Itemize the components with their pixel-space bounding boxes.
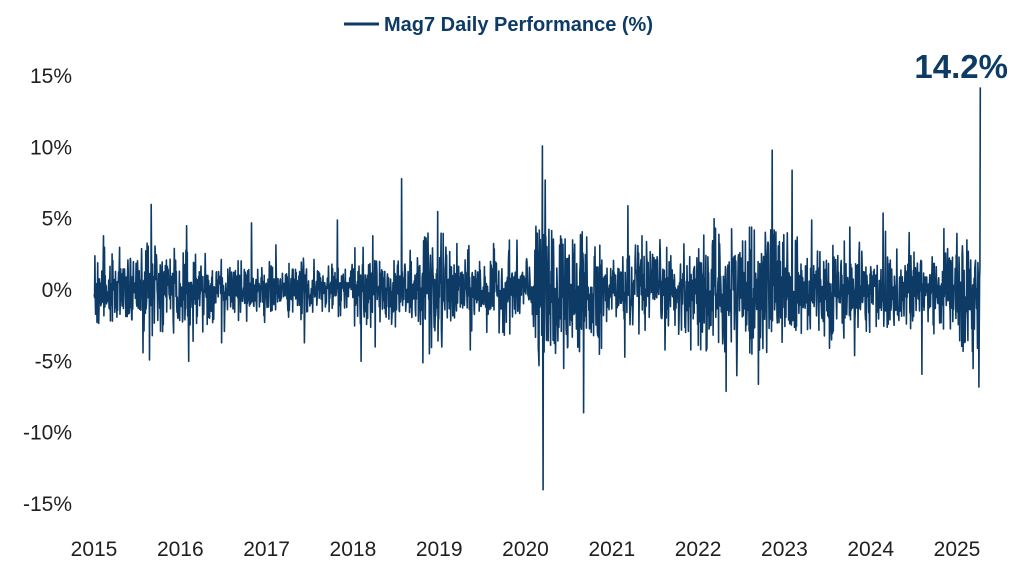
y-tick-label: -15% (23, 493, 72, 516)
series-group (93, 87, 982, 491)
y-tick-label: -10% (23, 422, 72, 445)
y-tick-label: 10% (30, 136, 72, 159)
x-tick-label: 2019 (416, 538, 463, 561)
y-tick-label: 15% (30, 65, 72, 88)
y-tick-label: 5% (42, 208, 72, 231)
y-axis-ticks: 15% 10% 5% 0% -5% -10% -15% (23, 65, 72, 516)
x-tick-label: 2024 (847, 538, 894, 561)
series-line-mag7 (93, 87, 982, 491)
x-tick-label: 2021 (588, 538, 635, 561)
annotation-peak-label: 14.2% (914, 48, 1008, 85)
x-tick-label: 2017 (243, 538, 290, 561)
x-tick-label: 2025 (934, 538, 981, 561)
y-tick-label: 0% (42, 279, 72, 302)
x-axis-ticks: 2015 2016 2017 2018 2019 2020 2021 2022 2023 2024… (71, 538, 981, 561)
legend-label: Mag7 Daily Performance (%) (384, 14, 653, 36)
x-tick-label: 2015 (71, 538, 118, 561)
y-tick-label: -5% (35, 350, 72, 373)
x-tick-label: 2023 (761, 538, 808, 561)
x-tick-label: 2018 (330, 538, 377, 561)
x-tick-label: 2016 (157, 538, 204, 561)
x-tick-label: 2022 (675, 538, 722, 561)
x-tick-label: 2020 (502, 538, 549, 561)
legend: Mag7 Daily Performance (%) (344, 14, 653, 36)
